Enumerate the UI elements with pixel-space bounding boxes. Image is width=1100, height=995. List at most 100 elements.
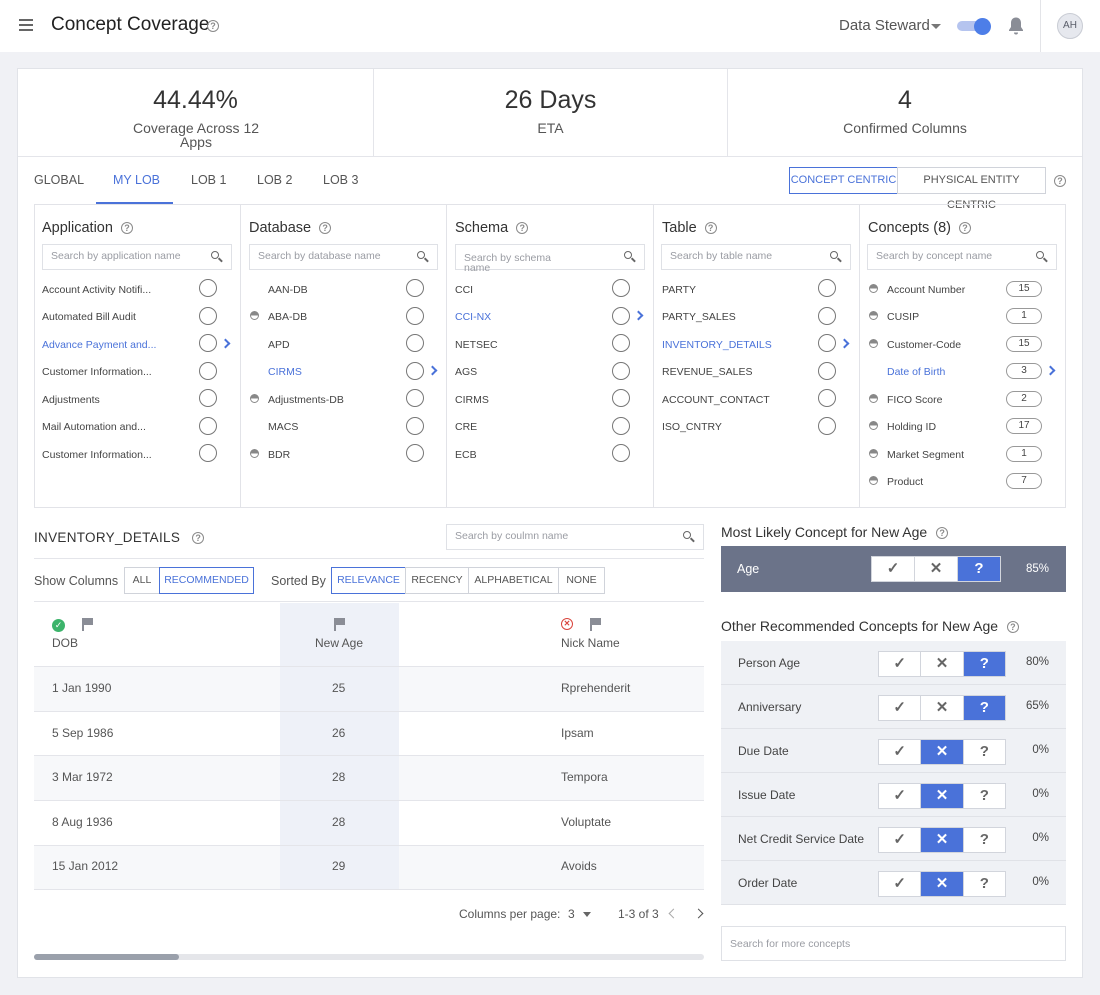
reject-x-icon[interactable]: ✕ xyxy=(915,557,958,581)
concept-item[interactable]: FICO Score xyxy=(887,394,943,406)
chevron-down-icon[interactable] xyxy=(583,912,591,917)
menu-icon[interactable] xyxy=(19,19,33,31)
sort-none-button[interactable]: NONE xyxy=(558,567,605,594)
accept-check-icon[interactable]: ✓ xyxy=(879,872,922,896)
list-item[interactable]: ISO_CNTRY xyxy=(662,421,722,433)
help-icon[interactable]: ? xyxy=(120,222,133,235)
reject-x-icon[interactable]: ✕ xyxy=(921,652,964,676)
unsure-question-icon[interactable]: ? xyxy=(958,557,1000,581)
list-item[interactable]: ECB xyxy=(455,449,477,461)
help-icon[interactable]: ? xyxy=(959,222,972,235)
select-radio[interactable] xyxy=(406,417,424,435)
select-radio[interactable] xyxy=(406,362,424,380)
sort-relevance-button[interactable]: RELEVANCE xyxy=(331,567,406,594)
list-item[interactable]: APD xyxy=(268,339,290,351)
select-radio[interactable] xyxy=(818,334,836,352)
tab-lob-1[interactable]: LOB 1 xyxy=(191,173,227,187)
chevron-right-icon[interactable] xyxy=(220,338,231,349)
list-item[interactable]: Adjustments-DB xyxy=(268,394,344,406)
help-icon[interactable]: ? xyxy=(1006,621,1019,634)
list-item[interactable]: BDR xyxy=(268,449,291,461)
concept-item[interactable]: Account Number xyxy=(887,284,966,296)
flag-icon[interactable] xyxy=(590,618,602,631)
list-item[interactable]: NETSEC xyxy=(455,339,498,351)
list-item[interactable]: Account Activity Notifi... xyxy=(42,284,152,296)
select-radio[interactable] xyxy=(199,444,217,462)
select-radio[interactable] xyxy=(199,279,217,297)
list-item[interactable]: PARTY_SALES xyxy=(662,311,736,323)
column-header-new-age[interactable]: New Age xyxy=(315,636,364,650)
select-radio[interactable] xyxy=(199,307,217,325)
per-page-select[interactable]: 3 xyxy=(568,907,575,921)
select-radio[interactable] xyxy=(612,279,630,297)
select-radio[interactable] xyxy=(818,279,836,297)
reject-x-icon[interactable]: ✕ xyxy=(921,828,964,852)
concept-item[interactable]: Product xyxy=(887,476,924,488)
concept-more-search-input[interactable]: Search for more concepts xyxy=(721,926,1066,961)
flag-icon[interactable] xyxy=(82,618,94,631)
select-radio[interactable] xyxy=(818,417,836,435)
list-item[interactable]: AAN-DB xyxy=(268,284,308,296)
help-icon[interactable]: ? xyxy=(516,222,529,235)
concept-centric-button[interactable]: CONCEPT CENTRIC xyxy=(789,167,898,194)
reject-x-icon[interactable]: ✕ xyxy=(921,696,964,720)
list-item[interactable]: Customer Information... xyxy=(42,366,152,378)
chevron-down-icon[interactable] xyxy=(931,24,941,29)
unsure-question-icon[interactable]: ? xyxy=(963,652,1005,676)
list-item[interactable]: CRE xyxy=(455,421,478,433)
select-radio[interactable] xyxy=(406,279,424,297)
select-radio[interactable] xyxy=(612,307,630,325)
list-item[interactable]: REVENUE_SALES xyxy=(662,366,753,378)
list-item[interactable]: CIRMS xyxy=(455,394,489,406)
reject-x-icon[interactable]: ✕ xyxy=(921,740,964,764)
schema-search-input[interactable]: Search by schema name xyxy=(455,244,645,273)
accept-check-icon[interactable]: ✓ xyxy=(879,652,922,676)
list-item[interactable]: ABA-DB xyxy=(268,311,308,323)
select-radio[interactable] xyxy=(406,334,424,352)
select-radio[interactable] xyxy=(818,307,836,325)
select-radio[interactable] xyxy=(199,334,217,352)
select-radio[interactable] xyxy=(612,417,630,435)
help-icon[interactable]: ? xyxy=(192,532,205,545)
chevron-right-icon[interactable] xyxy=(633,310,644,321)
role-selector[interactable]: Data Steward xyxy=(839,17,930,34)
select-radio[interactable] xyxy=(612,389,630,407)
accept-check-icon[interactable]: ✓ xyxy=(879,828,922,852)
concept-item[interactable]: Market Segment xyxy=(887,449,965,461)
help-icon[interactable]: ? xyxy=(704,222,717,235)
select-radio[interactable] xyxy=(199,417,217,435)
select-radio[interactable] xyxy=(612,362,630,380)
list-item[interactable]: PARTY xyxy=(662,284,697,296)
select-radio[interactable] xyxy=(818,362,836,380)
reject-x-icon[interactable]: ✕ xyxy=(921,872,964,896)
reject-x-icon[interactable]: ✕ xyxy=(921,784,964,808)
tab-global[interactable]: GLOBAL xyxy=(34,173,85,187)
concept-item[interactable]: Holding ID xyxy=(887,421,937,433)
column-header-nick-name[interactable]: Nick Name xyxy=(561,636,620,650)
concept-item[interactable]: Customer-Code xyxy=(887,339,962,351)
flag-icon[interactable] xyxy=(334,618,346,631)
application-search-input[interactable]: Search by application name xyxy=(42,244,232,270)
mode-toggle[interactable] xyxy=(957,18,991,35)
tab-my-lob[interactable]: MY LOB xyxy=(113,173,161,187)
accept-check-icon[interactable]: ✓ xyxy=(879,740,922,764)
select-radio[interactable] xyxy=(818,389,836,407)
help-icon[interactable]: ? xyxy=(207,20,219,32)
concept-item[interactable]: CUSIP xyxy=(887,311,920,323)
list-item[interactable]: Mail Automation and... xyxy=(42,421,146,433)
sort-alphabetical-button[interactable]: ALPHABETICAL xyxy=(468,567,559,594)
select-radio[interactable] xyxy=(199,362,217,380)
select-radio[interactable] xyxy=(612,334,630,352)
help-icon[interactable]: ? xyxy=(319,222,332,235)
horizontal-scrollbar[interactable] xyxy=(34,954,704,960)
select-radio[interactable] xyxy=(406,389,424,407)
select-radio[interactable] xyxy=(199,389,217,407)
column-search-input[interactable]: Search by coulmn name xyxy=(446,524,704,550)
accept-check-icon[interactable]: ✓ xyxy=(879,696,922,720)
list-item[interactable]: MACS xyxy=(268,421,299,433)
table-search-input[interactable]: Search by table name xyxy=(661,244,851,270)
physical-entity-centric-button[interactable]: PHYSICAL ENTITY CENTRIC xyxy=(897,167,1046,211)
unsure-question-icon[interactable]: ? xyxy=(979,743,989,760)
show-all-button[interactable]: ALL xyxy=(124,567,160,594)
unsure-question-icon[interactable]: ? xyxy=(979,875,989,892)
